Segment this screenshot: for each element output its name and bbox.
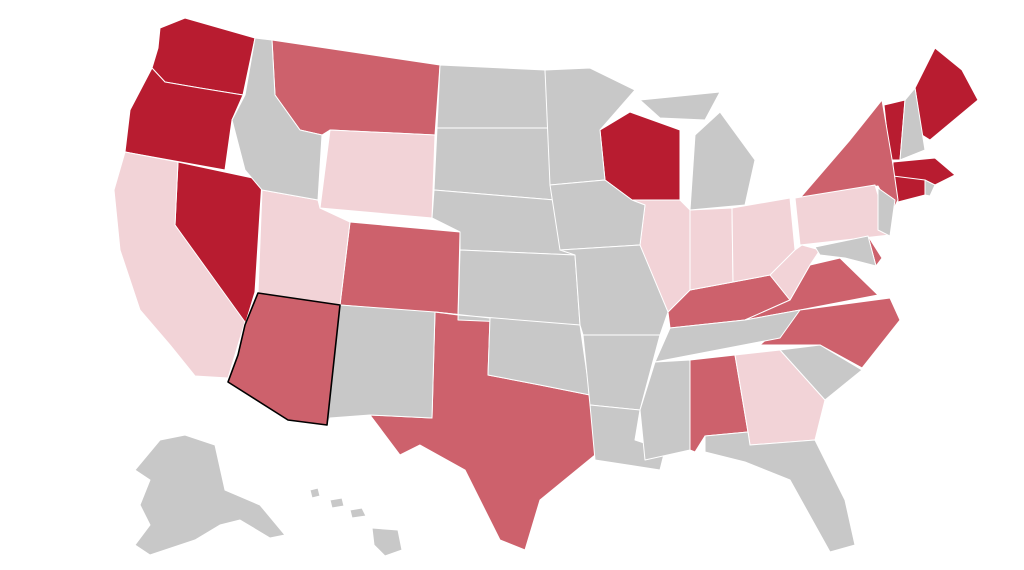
state-ok[interactable] [434, 311, 591, 396]
state-mt[interactable] [271, 39, 441, 136]
state-tn[interactable] [654, 309, 801, 363]
state-wy[interactable] [319, 129, 436, 219]
state-nd[interactable] [436, 64, 551, 129]
state-nm[interactable] [326, 304, 436, 426]
state-me[interactable] [914, 47, 979, 141]
state-md[interactable] [814, 235, 877, 267]
state-nj[interactable] [877, 187, 896, 237]
state-fl[interactable] [704, 431, 856, 553]
state-ak[interactable] [134, 434, 286, 556]
state-ms[interactable] [639, 359, 691, 461]
state-sc[interactable] [779, 344, 863, 401]
state-id[interactable] [231, 37, 323, 201]
state-ks[interactable] [457, 249, 581, 326]
state-co[interactable] [339, 221, 461, 316]
state-ca[interactable] [113, 151, 246, 379]
state-hi[interactable] [309, 487, 403, 557]
state-nh[interactable] [899, 87, 926, 161]
state-sd[interactable] [433, 127, 556, 201]
state-ri[interactable] [924, 179, 936, 197]
state-mi[interactable] [639, 91, 756, 211]
state-in[interactable] [689, 207, 734, 291]
state-az[interactable] [227, 292, 341, 426]
